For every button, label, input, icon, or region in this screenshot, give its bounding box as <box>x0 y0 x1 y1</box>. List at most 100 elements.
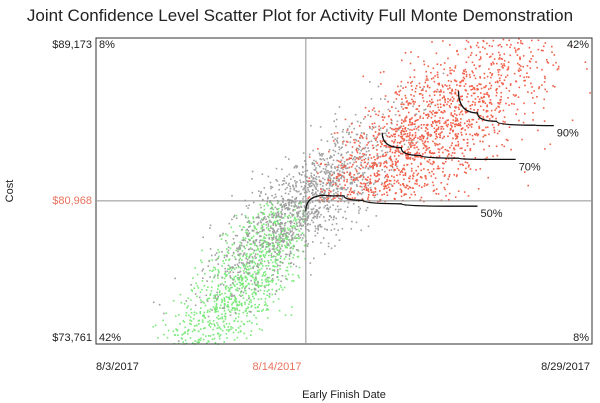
scatter-point <box>430 111 433 114</box>
scatter-point <box>328 189 330 192</box>
scatter-point <box>450 80 452 83</box>
scatter-point <box>433 152 436 154</box>
scatter-point <box>395 150 398 153</box>
scatter-point <box>443 175 446 177</box>
scatter-point <box>537 39 540 42</box>
scatter-point <box>207 335 210 337</box>
scatter-point <box>235 329 237 331</box>
scatter-point <box>180 301 183 304</box>
scatter-point <box>340 174 342 177</box>
scatter-point <box>444 174 446 176</box>
scatter-point <box>244 265 247 267</box>
scatter-point <box>265 303 267 305</box>
scatter-point <box>357 147 359 150</box>
scatter-point <box>537 129 539 132</box>
scatter-point <box>390 159 392 161</box>
scatter-point <box>234 258 237 260</box>
scatter-point <box>405 193 407 196</box>
scatter-point <box>380 127 382 129</box>
scatter-point <box>283 180 286 182</box>
scatter-point <box>315 181 317 183</box>
scatter-point <box>315 227 317 230</box>
scatter-point <box>454 125 456 128</box>
scatter-point <box>192 277 194 279</box>
scatter-point <box>375 180 378 183</box>
scatter-point <box>240 330 242 333</box>
scatter-point <box>209 335 212 337</box>
scatter-point <box>343 165 346 168</box>
scatter-point <box>207 321 209 323</box>
scatter-point <box>401 98 403 100</box>
scatter-point <box>294 203 296 206</box>
scatter-point <box>387 176 389 178</box>
scatter-point <box>472 100 474 103</box>
scatter-point <box>442 167 444 170</box>
scatter-point <box>432 173 435 175</box>
scatter-point <box>247 262 250 264</box>
scatter-point <box>290 265 292 268</box>
scatter-point <box>467 56 470 59</box>
scatter-point <box>384 132 387 134</box>
scatter-point <box>284 215 286 217</box>
scatter-point <box>496 62 498 65</box>
scatter-point <box>297 237 300 240</box>
scatter-point <box>277 207 280 210</box>
scatter-point <box>415 155 418 158</box>
plot-frame <box>95 37 593 345</box>
scatter-point <box>201 270 204 272</box>
scatter-point <box>314 205 317 207</box>
scatter-point <box>338 146 340 148</box>
scatter-point <box>410 94 412 96</box>
scatter-point <box>271 194 273 197</box>
scatter-point <box>275 239 278 241</box>
scatter-point <box>265 309 268 311</box>
scatter-point <box>256 233 259 235</box>
scatter-point <box>394 133 396 135</box>
scatter-point <box>497 123 500 125</box>
scatter-point <box>395 162 397 164</box>
scatter-point <box>464 149 466 151</box>
scatter-point <box>247 307 249 309</box>
scatter-point <box>279 284 282 287</box>
scatter-point <box>341 175 343 178</box>
scatter-point <box>236 304 238 307</box>
scatter-point <box>233 276 236 279</box>
scatter-point <box>446 119 448 122</box>
scatter-point <box>404 172 407 174</box>
scatter-point <box>335 183 338 186</box>
scatter-point <box>234 264 236 266</box>
scatter-point <box>235 301 237 304</box>
scatter-point <box>425 90 427 92</box>
scatter-point <box>289 216 292 219</box>
scatter-point <box>517 96 520 98</box>
scatter-point <box>420 127 423 129</box>
scatter-point <box>542 49 544 52</box>
scatter-point <box>349 183 352 185</box>
scatter-point <box>466 142 469 144</box>
scatter-point <box>387 186 390 189</box>
scatter-point <box>414 132 417 134</box>
scatter-point <box>287 232 289 234</box>
scatter-point <box>430 175 433 177</box>
quadrant-label-top-left: 8% <box>99 39 115 51</box>
scatter-point <box>292 231 295 234</box>
scatter-point <box>257 215 260 217</box>
scatter-point <box>358 166 360 169</box>
scatter-point <box>273 214 276 217</box>
scatter-point <box>174 315 177 317</box>
scatter-point <box>278 184 280 186</box>
scatter-point <box>485 93 487 95</box>
scatter-point <box>295 237 297 240</box>
scatter-point <box>424 108 427 111</box>
scatter-point <box>194 267 196 269</box>
scatter-point <box>409 132 411 134</box>
scatter-point <box>248 257 250 259</box>
scatter-point <box>277 228 279 231</box>
scatter-point <box>400 125 402 128</box>
scatter-point <box>285 245 288 248</box>
scatter-point <box>354 167 357 170</box>
scatter-point <box>312 207 315 210</box>
scatter-point <box>219 290 221 292</box>
scatter-point <box>409 152 412 154</box>
scatter-point <box>216 258 219 260</box>
